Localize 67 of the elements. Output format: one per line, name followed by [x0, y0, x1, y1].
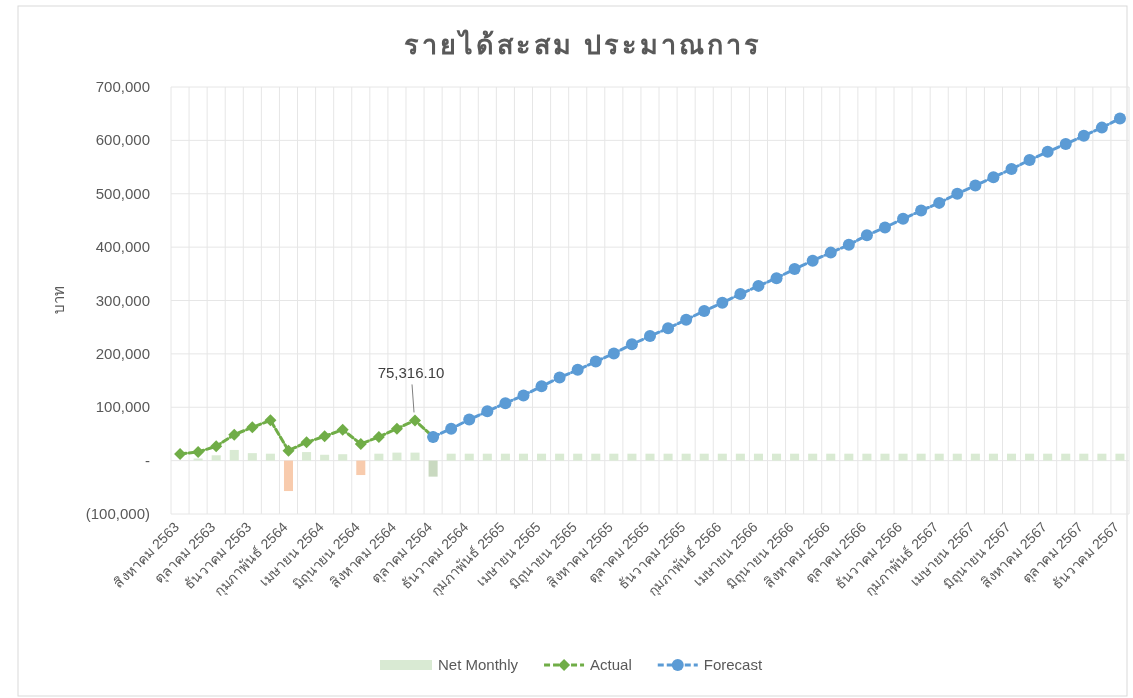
point	[734, 288, 747, 301]
point	[445, 422, 458, 435]
y-tick-label: 700,000	[95, 78, 150, 95]
point	[824, 246, 837, 259]
point	[1005, 163, 1018, 176]
y-tick-label: 200,000	[95, 344, 150, 362]
point	[915, 204, 928, 217]
point	[987, 171, 1000, 184]
y-tick-label: (100,000)	[85, 505, 150, 522]
point	[933, 196, 946, 209]
point	[481, 405, 494, 418]
point	[463, 413, 476, 426]
y-tick-label: 600,000	[95, 131, 150, 149]
y-tick-label: 100,000	[95, 398, 150, 416]
point	[752, 279, 765, 292]
point	[535, 380, 548, 393]
point	[842, 238, 855, 251]
legend-label: Forecast	[703, 656, 763, 673]
point	[192, 445, 205, 458]
point	[878, 221, 891, 234]
point	[1041, 145, 1054, 158]
y-axis-title: บาท	[50, 286, 67, 314]
legend-label: Net Monthly	[438, 656, 519, 673]
point	[662, 322, 675, 335]
point	[770, 272, 783, 285]
legend-label: Actual	[590, 656, 632, 673]
point	[860, 229, 873, 242]
point	[680, 313, 693, 326]
point	[1077, 129, 1090, 142]
point	[951, 187, 964, 200]
point	[336, 423, 349, 436]
point	[644, 330, 656, 343]
point	[969, 179, 982, 192]
point	[716, 296, 729, 309]
y-tick-label: 300,000	[95, 291, 150, 309]
y-tick-label: -	[145, 451, 150, 469]
point	[607, 347, 620, 360]
point	[625, 338, 638, 351]
point	[246, 421, 259, 434]
point	[1095, 121, 1108, 134]
point	[300, 436, 313, 449]
point	[553, 371, 566, 384]
y-tick-label: 500,000	[95, 184, 150, 202]
point	[897, 212, 910, 225]
point	[318, 430, 331, 443]
point	[354, 437, 367, 450]
point	[228, 428, 241, 441]
point	[788, 263, 801, 276]
point	[806, 254, 819, 267]
point	[1023, 154, 1036, 167]
point	[517, 389, 530, 402]
point	[1059, 138, 1072, 151]
y-tick-label: 400,000	[95, 238, 150, 256]
point	[174, 447, 187, 460]
point	[372, 430, 385, 443]
point	[1113, 112, 1126, 125]
point	[264, 414, 277, 427]
point	[571, 363, 584, 376]
chart-title: รายได้สะสม ประมาณการ	[403, 29, 763, 60]
point	[589, 355, 602, 368]
data-label: 75,316.10	[377, 364, 445, 382]
point	[698, 305, 711, 318]
point	[409, 414, 422, 427]
point	[210, 440, 223, 453]
point	[499, 397, 512, 410]
point	[390, 422, 403, 435]
point	[282, 444, 295, 457]
